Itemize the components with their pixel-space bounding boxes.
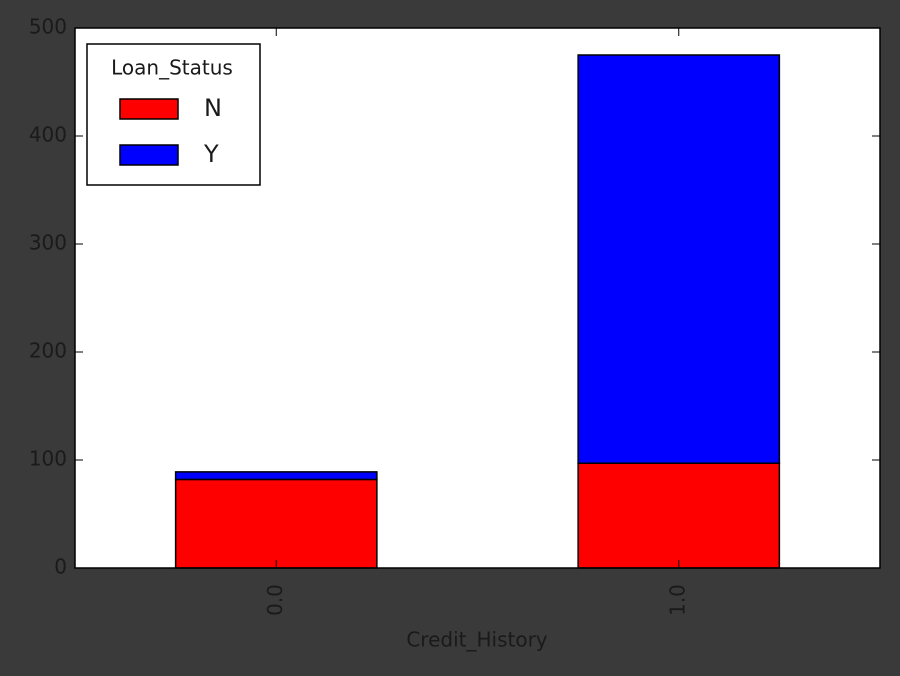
plot-frame	[74, 27, 881, 569]
y-tick-label: 400	[29, 123, 67, 147]
y-tick-label: 100	[29, 447, 67, 471]
legend-label: N	[204, 94, 222, 122]
bar-segment	[577, 462, 781, 569]
bar-segment	[174, 478, 378, 569]
legend-swatch	[119, 144, 179, 166]
bar-segment	[174, 471, 378, 481]
legend-label: Y	[203, 140, 219, 168]
legend-title: Loan_Status	[111, 56, 233, 80]
x-tick-label: 0.0	[263, 584, 287, 616]
x-tick-label: 1.0	[665, 584, 689, 616]
y-tick-label: 300	[29, 231, 67, 255]
bar-segment	[577, 54, 781, 464]
y-tick-label: 200	[29, 339, 67, 363]
x-axis-label: Credit_History	[406, 628, 547, 652]
y-tick-label: 0	[54, 555, 67, 579]
legend-swatch	[119, 98, 179, 120]
y-tick-label: 500	[29, 15, 67, 39]
